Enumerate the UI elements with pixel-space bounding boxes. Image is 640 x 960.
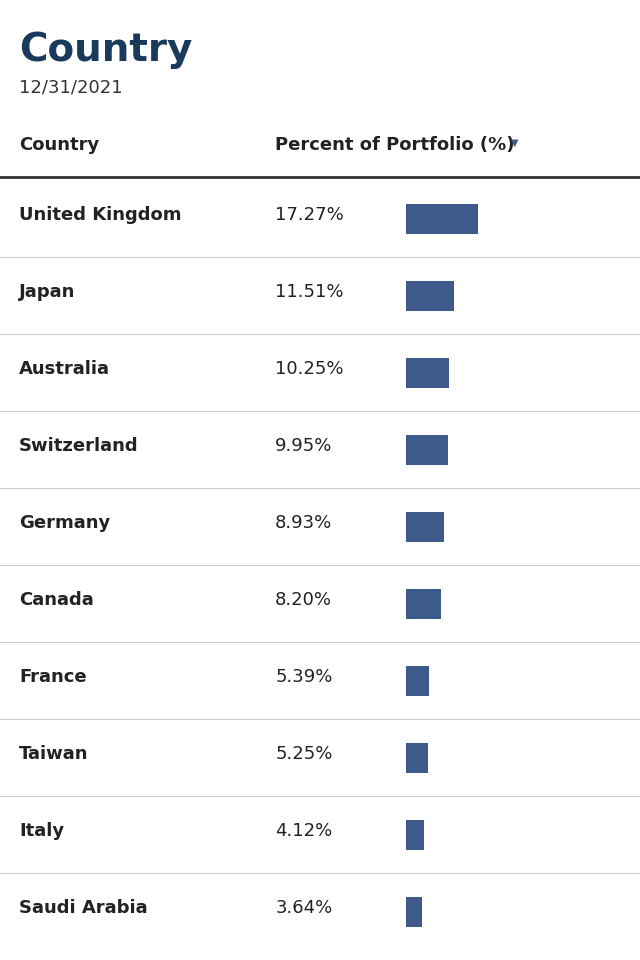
Text: ▼: ▼ (511, 138, 518, 148)
Text: Italy: Italy (19, 822, 65, 840)
Text: Switzerland: Switzerland (19, 437, 139, 455)
Text: 8.93%: 8.93% (275, 515, 332, 532)
Text: 12/31/2021: 12/31/2021 (19, 79, 123, 97)
Bar (406, 820, 424, 851)
Text: Japan: Japan (19, 283, 76, 301)
Text: 5.25%: 5.25% (275, 745, 333, 763)
Text: 9.95%: 9.95% (275, 437, 333, 455)
Bar (406, 357, 449, 389)
Text: 10.25%: 10.25% (275, 360, 344, 378)
Text: 11.51%: 11.51% (275, 283, 344, 301)
Bar (406, 204, 478, 234)
Text: 5.39%: 5.39% (275, 668, 333, 686)
Text: Taiwan: Taiwan (19, 745, 89, 763)
Bar (406, 280, 454, 311)
Bar (406, 897, 422, 927)
Text: 17.27%: 17.27% (275, 206, 344, 224)
Text: 4.12%: 4.12% (275, 822, 332, 840)
Text: Canada: Canada (19, 591, 94, 609)
Text: 3.64%: 3.64% (275, 900, 332, 917)
Bar (406, 512, 444, 542)
Bar (406, 665, 429, 696)
Bar (406, 588, 440, 619)
Bar (406, 435, 448, 466)
Text: Percent of Portfolio (%): Percent of Portfolio (%) (275, 136, 515, 155)
Text: United Kingdom: United Kingdom (19, 206, 182, 224)
Text: France: France (19, 668, 87, 686)
Text: Country: Country (19, 136, 99, 155)
Text: Country: Country (19, 31, 193, 69)
Text: Germany: Germany (19, 515, 111, 532)
Text: Australia: Australia (19, 360, 110, 378)
Text: Saudi Arabia: Saudi Arabia (19, 900, 148, 917)
Text: 8.20%: 8.20% (275, 591, 332, 609)
Bar (406, 742, 428, 774)
